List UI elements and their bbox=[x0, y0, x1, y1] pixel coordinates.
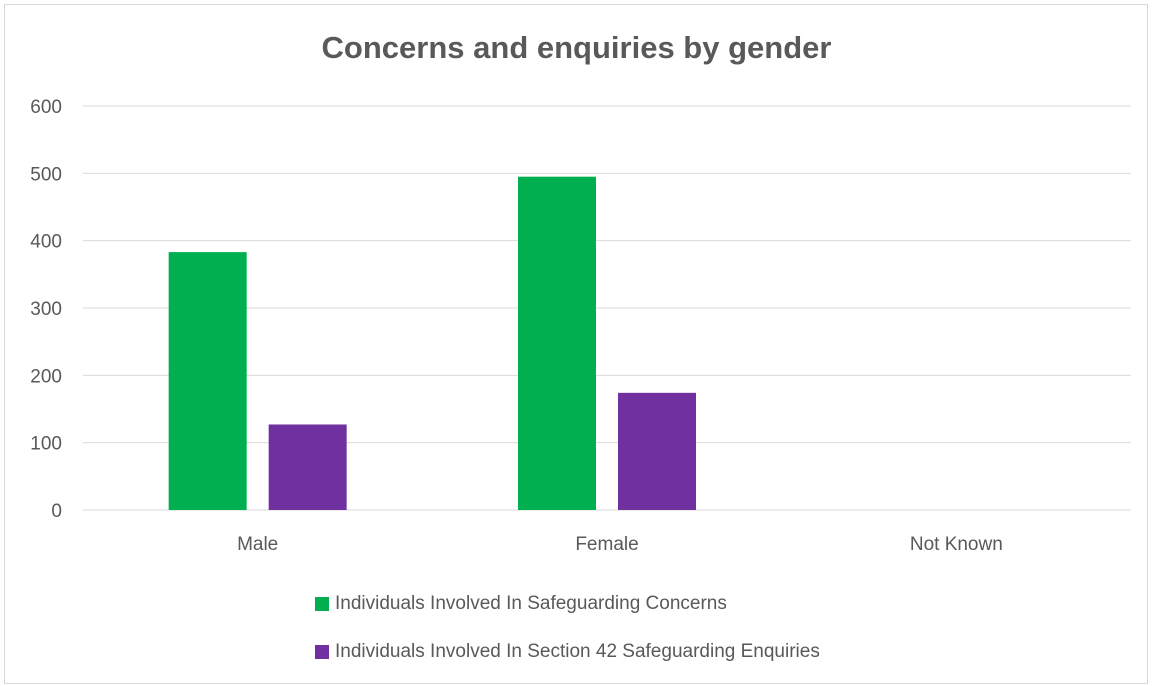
bar-female-series-0 bbox=[518, 176, 596, 510]
x-tick-label: Male bbox=[237, 534, 278, 555]
x-tick-label: Female bbox=[575, 534, 638, 555]
y-tick-label: 500 bbox=[30, 164, 62, 185]
bar-female-series-1 bbox=[618, 392, 696, 510]
y-tick-label: 100 bbox=[30, 434, 62, 455]
y-tick-label: 300 bbox=[30, 299, 62, 320]
y-tick-label: 0 bbox=[51, 501, 62, 522]
legend: Individuals Involved In Safeguarding Con… bbox=[315, 590, 820, 686]
chart-plot-area: 0 100 200 300 400 500 600 Male Female Not Known bbox=[30, 97, 1131, 555]
legend-label-enquiries: Individuals Involved In Section 42 Safeg… bbox=[335, 641, 820, 662]
legend-swatch-concerns bbox=[315, 597, 329, 611]
x-axis-tick-labels: Male Female Not Known bbox=[237, 534, 1003, 555]
bar-male-series-1 bbox=[268, 424, 347, 510]
gridlines bbox=[83, 105, 1131, 511]
y-tick-label: 600 bbox=[30, 97, 62, 118]
y-tick-label: 400 bbox=[30, 232, 62, 253]
legend-label-concerns: Individuals Involved In Safeguarding Con… bbox=[335, 593, 727, 614]
legend-swatch-enquiries bbox=[315, 645, 329, 659]
chart-title: Concerns and enquiries by gender bbox=[321, 30, 832, 65]
legend-item-concerns: Individuals Involved In Safeguarding Con… bbox=[315, 590, 820, 618]
bar-male-series-0 bbox=[168, 252, 247, 510]
y-tick-label: 200 bbox=[30, 366, 62, 387]
legend-item-enquiries: Individuals Involved In Section 42 Safeg… bbox=[315, 638, 820, 666]
bars bbox=[168, 176, 696, 510]
x-tick-label: Not Known bbox=[910, 534, 1003, 555]
y-axis-tick-labels: 0 100 200 300 400 500 600 bbox=[30, 97, 62, 522]
